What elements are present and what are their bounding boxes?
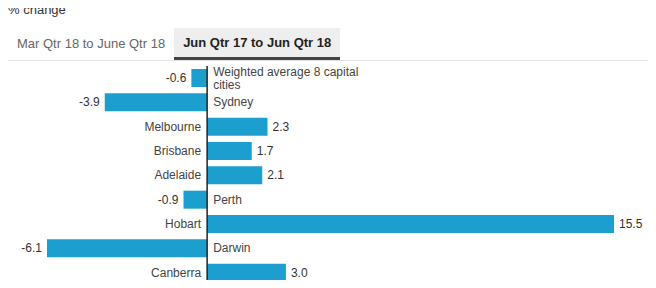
svg-text:Adelaide: Adelaide xyxy=(154,168,201,182)
svg-text:-0.9: -0.9 xyxy=(158,193,179,207)
svg-text:Darwin: Darwin xyxy=(213,241,250,255)
svg-text:2.3: 2.3 xyxy=(273,120,290,134)
svg-text:Melbourne: Melbourne xyxy=(144,120,201,134)
svg-text:Hobart: Hobart xyxy=(165,217,202,231)
svg-text:1.7: 1.7 xyxy=(257,144,274,158)
html-text:Mar Qtr 18 to June Qtr 18: Mar Qtr 18 to June Qtr 18 xyxy=(17,36,166,51)
svg-text:-3.9: -3.9 xyxy=(79,95,100,109)
svg-text:-6.1: -6.1 xyxy=(21,241,42,255)
svg-text:-0.6: -0.6 xyxy=(166,71,187,85)
svg-text:Canberra: Canberra xyxy=(151,266,201,280)
svg-text:2.1: 2.1 xyxy=(267,168,284,182)
svg-text:15.5: 15.5 xyxy=(619,217,643,231)
svg-text:Perth: Perth xyxy=(213,193,242,207)
svg-text:Weighted average 8 capitalciti: Weighted average 8 capitalcities xyxy=(213,65,358,92)
svg-text:Brisbane: Brisbane xyxy=(154,144,202,158)
svg-text:3.0: 3.0 xyxy=(291,266,308,280)
svg-text:Sydney: Sydney xyxy=(213,95,253,109)
html-text:% change: % change xyxy=(8,2,66,17)
html-text:Jun Qtr 17 to Jun Qtr 18: Jun Qtr 17 to Jun Qtr 18 xyxy=(183,35,332,50)
